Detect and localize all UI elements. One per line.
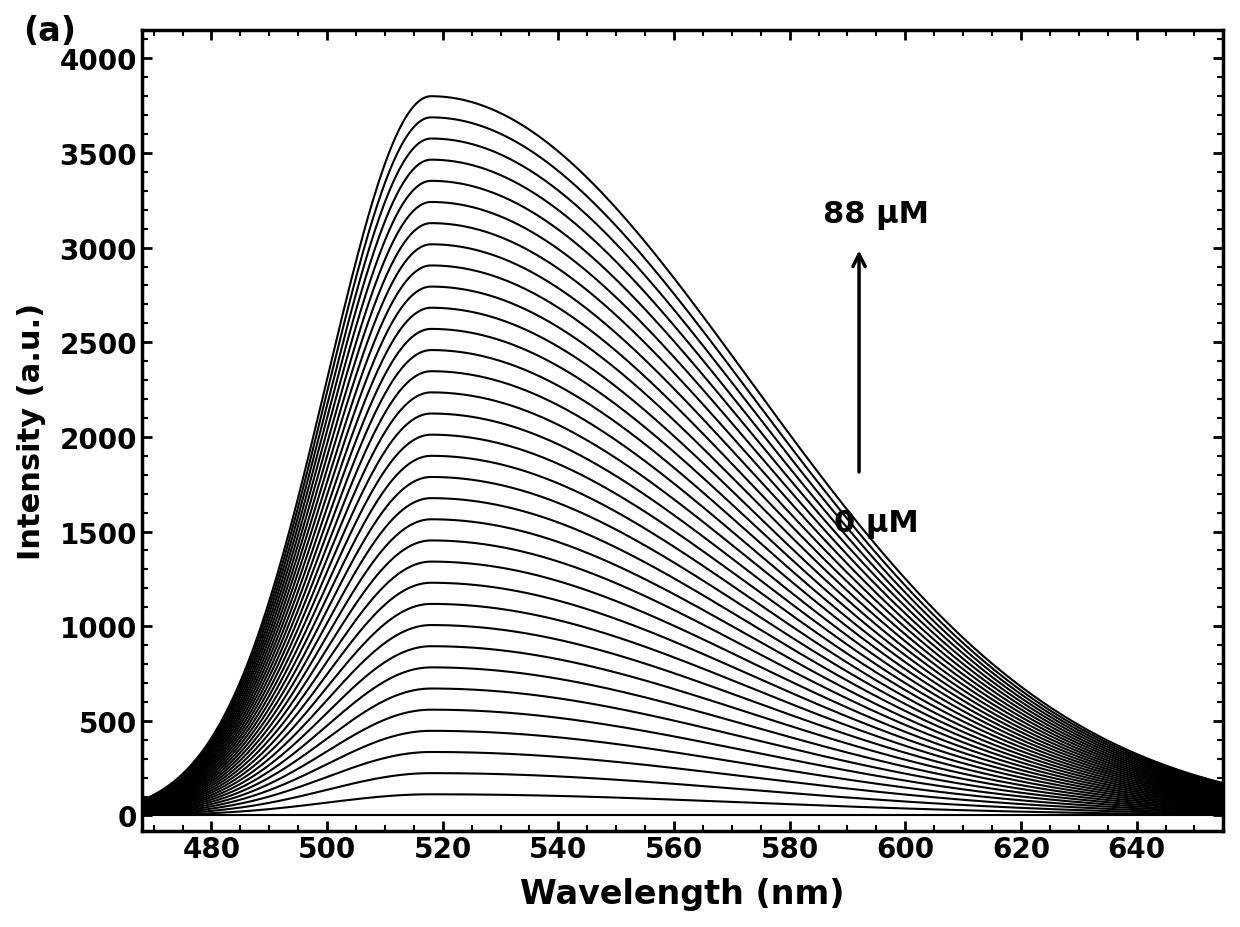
Text: 0 μM: 0 μM xyxy=(835,509,919,539)
Text: (a): (a) xyxy=(24,15,76,48)
Text: 88 μM: 88 μM xyxy=(823,200,930,230)
Y-axis label: Intensity (a.u.): Intensity (a.u.) xyxy=(16,302,46,559)
X-axis label: Wavelength (nm): Wavelength (nm) xyxy=(521,877,844,910)
